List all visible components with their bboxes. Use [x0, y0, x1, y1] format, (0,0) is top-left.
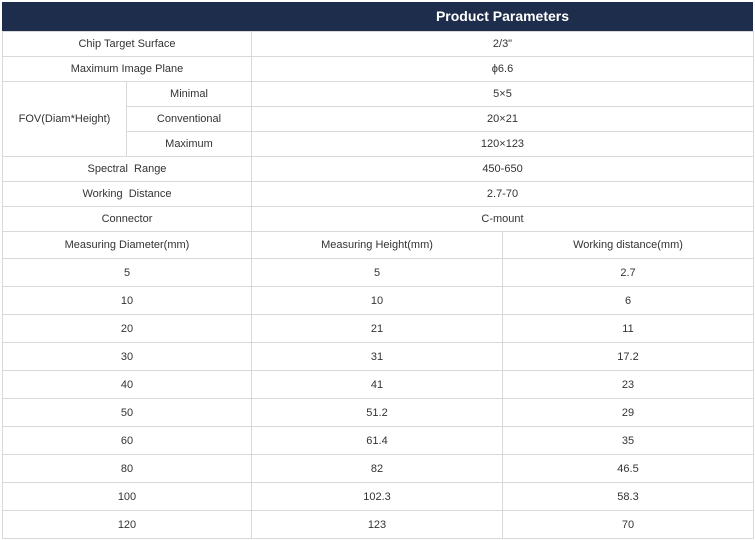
table-cell: 82 — [251, 454, 503, 483]
measurement-header-row: Measuring Diameter(mm) Measuring Height(… — [2, 231, 754, 259]
table-cell: 50 — [2, 398, 252, 427]
spec-row: Working Distance 2.7-70 — [2, 181, 754, 207]
spec-row: Chip Target Surface 2/3" — [2, 31, 754, 57]
spec-value: C-mount — [251, 206, 754, 232]
table-row: 10 10 6 — [2, 286, 754, 315]
spec-value: 450-650 — [251, 156, 754, 182]
spec-label: Connector — [2, 206, 252, 232]
table-cell: 10 — [2, 286, 252, 315]
table-cell: 58.3 — [502, 482, 754, 511]
spec-table: Chip Target Surface 2/3" Maximum Image P… — [2, 31, 754, 232]
table-cell: 61.4 — [251, 426, 503, 455]
table-cell: 100 — [2, 482, 252, 511]
table-cell: 70 — [502, 510, 754, 539]
table-cell: 123 — [251, 510, 503, 539]
spec-label: Maximum Image Plane — [2, 56, 252, 82]
column-header: Measuring Height(mm) — [251, 231, 503, 259]
table-cell: 11 — [502, 314, 754, 343]
table-cell: 31 — [251, 342, 503, 371]
spec-row: FOV(Diam*Height) Minimal 5×5 — [2, 81, 754, 157]
table-row: 100 102.3 58.3 — [2, 482, 754, 511]
column-header: Working distance(mm) — [502, 231, 754, 259]
spec-row: Maximum Image Plane ϕ6.6 — [2, 56, 754, 82]
table-row: 50 51.2 29 — [2, 398, 754, 427]
spec-row: Spectral Range 450-650 — [2, 156, 754, 182]
spec-row: Conventional 20×21 — [3, 106, 754, 132]
table-cell: 20 — [2, 314, 252, 343]
table-cell: 35 — [502, 426, 754, 455]
table-header: Product Parameters — [2, 2, 753, 31]
spec-value: ϕ6.6 — [251, 56, 754, 82]
table-cell: 30 — [2, 342, 252, 371]
spec-row: Maximum 120×123 — [3, 131, 754, 157]
measurement-table: Measuring Diameter(mm) Measuring Height(… — [2, 231, 754, 539]
table-cell: 46.5 — [502, 454, 754, 483]
table-row: 80 82 46.5 — [2, 454, 754, 483]
spec-row: Connector C-mount — [2, 206, 754, 232]
table-cell: 21 — [251, 314, 503, 343]
fov-sub-label: Minimal — [126, 81, 252, 107]
table-row: 5 5 2.7 — [2, 258, 754, 287]
fov-value: 20×21 — [251, 106, 754, 132]
fov-value: 120×123 — [251, 131, 754, 157]
spec-value: 2/3" — [251, 31, 754, 57]
table-cell: 60 — [2, 426, 252, 455]
table-cell: 5 — [251, 258, 503, 287]
table-cell: 102.3 — [251, 482, 503, 511]
fov-sub-label: Maximum — [126, 131, 252, 157]
spec-label: Chip Target Surface — [2, 31, 252, 57]
fov-sub-label: Conventional — [126, 106, 252, 132]
spec-value: 2.7-70 — [251, 181, 754, 207]
table-title: Product Parameters — [435, 8, 570, 24]
table-cell: 40 — [2, 370, 252, 399]
fov-value: 5×5 — [251, 81, 754, 107]
table-row: 60 61.4 35 — [2, 426, 754, 455]
spec-label: Spectral Range — [2, 156, 252, 182]
table-cell: 5 — [2, 258, 252, 287]
fov-label: FOV(Diam*Height) — [2, 81, 127, 157]
table-cell: 51.2 — [251, 398, 503, 427]
table-row: 40 41 23 — [2, 370, 754, 399]
table-row: 120 123 70 — [2, 510, 754, 539]
table-cell: 23 — [502, 370, 754, 399]
table-row: 20 21 11 — [2, 314, 754, 343]
table-cell: 17.2 — [502, 342, 754, 371]
table-cell: 2.7 — [502, 258, 754, 287]
table-cell: 6 — [502, 286, 754, 315]
column-header: Measuring Diameter(mm) — [2, 231, 252, 259]
table-cell: 41 — [251, 370, 503, 399]
table-cell: 80 — [2, 454, 252, 483]
table-cell: 29 — [502, 398, 754, 427]
table-cell: 10 — [251, 286, 503, 315]
spec-label: Working Distance — [2, 181, 252, 207]
table-row: 30 31 17.2 — [2, 342, 754, 371]
table-cell: 120 — [2, 510, 252, 539]
